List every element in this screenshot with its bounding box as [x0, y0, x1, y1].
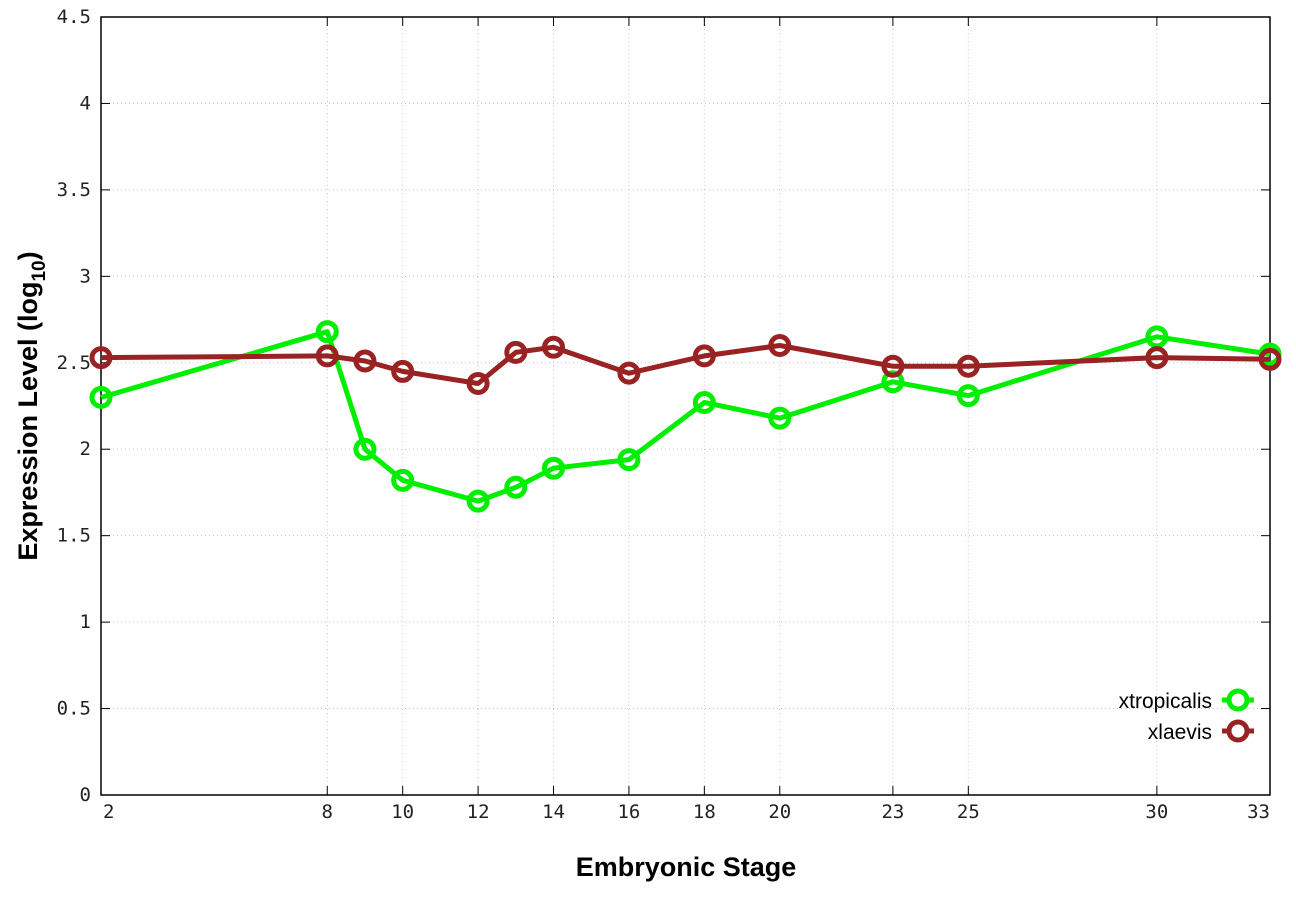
x-tick-label: 18: [693, 801, 716, 823]
data-point-xlaevis: [956, 354, 980, 378]
y-tick-label: 1.5: [57, 525, 91, 547]
legend: xtropicalis xlaevis: [1119, 688, 1254, 744]
y-tick-label: 3: [80, 265, 91, 287]
y-axis-title: Expression Level (log10): [13, 251, 50, 560]
y-tick-label: 4: [80, 92, 91, 114]
legend-swatch-marker-xlaevis: [1226, 719, 1250, 743]
data-point-xtropicalis: [617, 448, 641, 472]
data-point-xtropicalis: [466, 489, 490, 513]
data-point-xlaevis: [1145, 346, 1169, 370]
legend-swatch-marker-xtropicalis: [1226, 688, 1250, 712]
grid: [101, 17, 1270, 795]
x-tick-label: 16: [617, 801, 640, 823]
data-point-xtropicalis: [89, 385, 113, 409]
series-line-xlaevis: [100, 343, 1271, 386]
y-tick-label: 4.5: [57, 6, 91, 28]
data-point-xlaevis: [768, 333, 792, 357]
data-point-xlaevis: [353, 349, 377, 373]
data-point-xtropicalis: [768, 406, 792, 430]
x-tick-label: 20: [768, 801, 791, 823]
plot-frame: [100, 16, 1271, 796]
y-tick-label: 0: [80, 784, 91, 806]
x-tick-label: 33: [1247, 801, 1270, 823]
data-point-xlaevis: [881, 354, 905, 378]
data-point-xlaevis: [89, 346, 113, 370]
x-tick-label: 30: [1145, 801, 1168, 823]
data-point-xlaevis: [692, 344, 716, 368]
x-tick-label: 2: [103, 801, 114, 823]
x-tick-label: 25: [957, 801, 980, 823]
data-point-xtropicalis: [353, 437, 377, 461]
legend-label-xlaevis: xlaevis: [1148, 721, 1212, 744]
y-tick-label: 2: [80, 438, 91, 460]
legend-item-xtropicalis: xtropicalis: [1119, 688, 1254, 713]
series-xtropicalis: [89, 320, 1282, 513]
data-point-xtropicalis: [391, 468, 415, 492]
data-point-xtropicalis: [315, 320, 339, 344]
y-axis-title-subscript: 10: [29, 260, 50, 281]
data-point-xtropicalis: [692, 391, 716, 415]
data-point-xlaevis: [1258, 347, 1282, 371]
x-tick-label: 14: [542, 801, 565, 823]
data-point-xtropicalis: [956, 384, 980, 408]
x-axis-title: Embryonic Stage: [576, 852, 797, 882]
y-tick-label: 2.5: [57, 352, 91, 374]
legend-label-xtropicalis: xtropicalis: [1119, 690, 1212, 713]
data-point-xtropicalis: [542, 456, 566, 480]
data-point-xlaevis: [315, 344, 339, 368]
data-point-xlaevis: [391, 359, 415, 383]
x-tick-label: 8: [322, 801, 333, 823]
axis-ticks: 0 0.5 1 1.5 2 2.5 3 3.5 4 4.5 2 8 10 12 14 16 18 20 23 25 30…: [57, 6, 1271, 823]
y-tick-label: 3.5: [57, 179, 91, 201]
data-point-xtropicalis: [504, 475, 528, 499]
y-axis-title-main: Expression Level (log: [13, 282, 43, 561]
data-point-xlaevis: [542, 335, 566, 359]
series-xlaevis: [89, 333, 1282, 396]
data-point-xlaevis: [504, 340, 528, 364]
y-tick-label: 1: [80, 611, 91, 633]
legend-item-xlaevis: xlaevis: [1148, 719, 1254, 744]
data-point-xlaevis: [617, 361, 641, 385]
x-tick-label: 12: [467, 801, 490, 823]
data-point-xtropicalis: [1145, 325, 1169, 349]
data-point-xlaevis: [466, 372, 490, 396]
x-tick-label: 23: [881, 801, 904, 823]
series-layer: [89, 320, 1282, 513]
x-tick-label: 10: [391, 801, 414, 823]
y-axis-title-close: ): [13, 251, 43, 260]
y-tick-label: 0.5: [57, 698, 91, 720]
